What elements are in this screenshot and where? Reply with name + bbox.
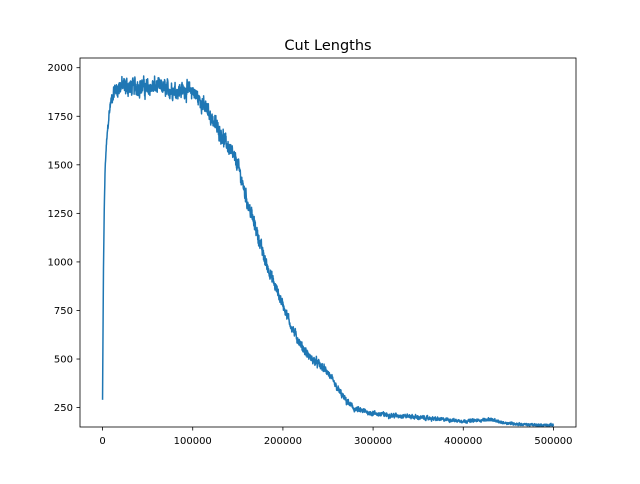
- x-tick-label: 200000: [264, 436, 302, 447]
- y-tick-label: 750: [54, 306, 73, 317]
- x-tick-label: 400000: [444, 436, 482, 447]
- series-line-0: [101, 75, 555, 428]
- axes-frame: [79, 57, 577, 428]
- y-tick-label: 1500: [48, 160, 73, 171]
- y-tick-label: 250: [54, 403, 73, 414]
- x-tick-label: 500000: [534, 436, 572, 447]
- plot-area: [101, 75, 555, 428]
- y-tick-label: 500: [54, 355, 73, 366]
- y-tick-label: 1000: [48, 257, 73, 268]
- y-tick-label: 2000: [48, 63, 73, 74]
- x-tick-label: 0: [99, 436, 105, 447]
- y-tick-label: 1250: [48, 209, 73, 220]
- x-tick-label: 300000: [354, 436, 392, 447]
- x-tick-label: 100000: [174, 436, 212, 447]
- axes: 0 100000 200000 300000 400000 500000 250 500 750…: [48, 57, 577, 447]
- chart-title: Cut Lengths: [284, 38, 371, 54]
- y-tick-label: 1750: [48, 112, 73, 123]
